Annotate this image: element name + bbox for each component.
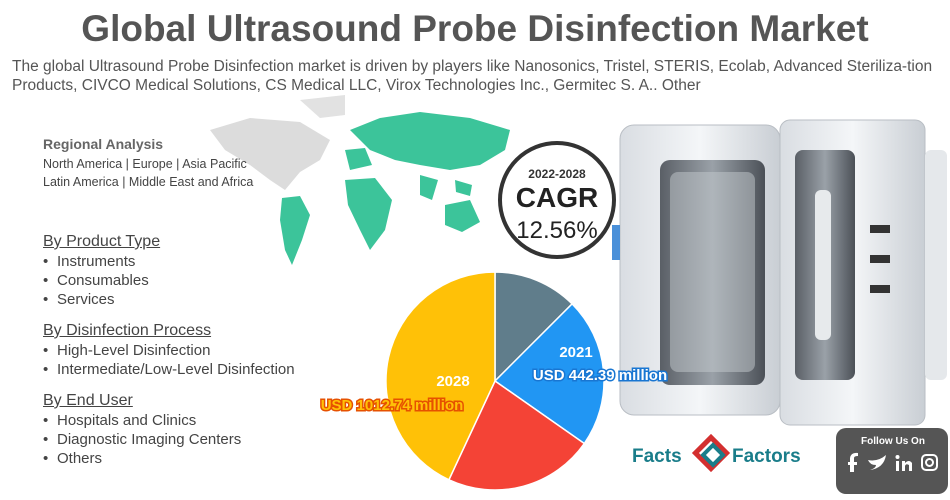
- cagr-badge: [498, 141, 616, 259]
- device-image: [612, 119, 947, 426]
- social-icons: [848, 452, 938, 472]
- end-year: 2028: [436, 373, 469, 390]
- segment: By End User Hospitals and ClinicsDiagnost…: [43, 391, 373, 468]
- start-year: 2021: [559, 344, 592, 361]
- segment-item: High-Level Disinfection: [43, 341, 373, 360]
- start-value: USD 442.39 million: [533, 367, 667, 384]
- segment-item: Intermediate/Low-Level Disinfection: [43, 360, 373, 379]
- title: Global Ultrasound Probe Disinfection Mar…: [81, 8, 869, 49]
- segment: By Disinfection Process High-Level Disinf…: [43, 321, 373, 379]
- world-map: [210, 95, 510, 265]
- segment-item: Instruments: [43, 252, 373, 271]
- regional-line: North America | Europe | Asia Pacific: [43, 157, 247, 171]
- segment: By Product Type InstrumentsConsumablesSer…: [43, 232, 373, 309]
- social-box: [836, 428, 948, 494]
- brand-left: Facts: [632, 446, 682, 467]
- regional-title: Regional Analysis: [43, 136, 164, 152]
- pie: [385, 271, 605, 491]
- segment-title: By Disinfection Process: [43, 322, 212, 339]
- segment-item: Consumables: [43, 271, 373, 290]
- cagr-label: CAGR: [516, 182, 598, 213]
- segment-title: By Product Type: [43, 233, 161, 250]
- segment-item: Hospitals and Clinics: [43, 411, 373, 430]
- cagr-period: 2022-2028: [528, 167, 586, 181]
- segment-items: InstrumentsConsumablesServices: [43, 252, 373, 309]
- logo-icon: [691, 433, 731, 473]
- description: The global Ultrasound Probe Disinfection…: [12, 58, 933, 94]
- cagr-value: 12.56%: [516, 217, 597, 244]
- segment-item: Others: [43, 449, 373, 468]
- segment-title: By End User: [43, 392, 133, 409]
- segment-items: Hospitals and ClinicsDiagnostic Imaging …: [43, 411, 373, 468]
- segments: By Product Type InstrumentsConsumablesSer…: [43, 232, 373, 480]
- social-title: Follow Us On: [861, 436, 925, 447]
- regional-analysis: Regional Analysis North America | Europe…: [43, 136, 253, 191]
- regional-line: Latin America | Middle East and Africa: [43, 175, 254, 189]
- segment-item: Diagnostic Imaging Centers: [43, 430, 373, 449]
- brand-right: Factors: [732, 446, 801, 467]
- segment-items: High-Level DisinfectionIntermediate/Low-…: [43, 341, 373, 379]
- segment-item: Services: [43, 290, 373, 309]
